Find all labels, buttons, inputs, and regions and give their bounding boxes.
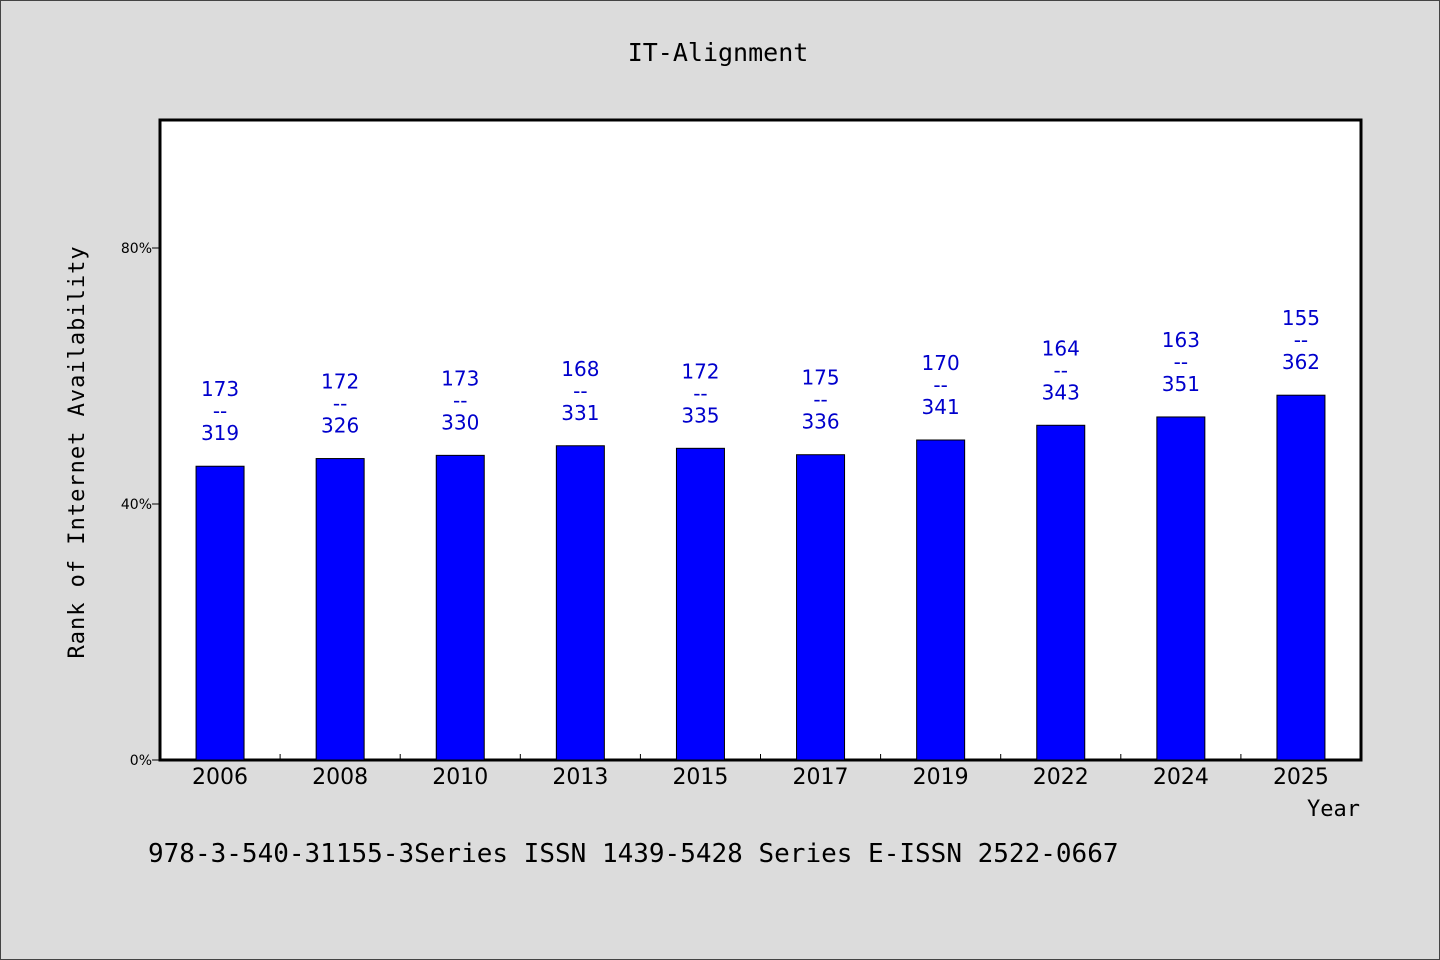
bar-2022 — [1036, 424, 1086, 761]
data-label-2024-1: -- — [1174, 350, 1188, 374]
x-tick-label-2010: 2010 — [432, 765, 488, 790]
data-label-2013-2: 331 — [561, 401, 599, 425]
data-label-2008-1: -- — [333, 392, 347, 416]
data-label-2006-2: 319 — [201, 421, 239, 445]
x-axis-label: Year — [1307, 797, 1360, 822]
data-label-2015-1: -- — [693, 381, 707, 405]
data-label-2025-0: 155 — [1282, 306, 1320, 330]
data-labels-group: 173--319172--326173--330168--331172--335… — [201, 306, 1320, 445]
x-tick-label-2013: 2013 — [552, 765, 608, 790]
x-tick-label-2006: 2006 — [192, 765, 248, 790]
bar-2008 — [315, 458, 365, 761]
x-tick-label-2024: 2024 — [1153, 765, 1209, 790]
data-label-2010-2: 330 — [441, 410, 479, 434]
y-tick-label-0%: 0% — [130, 753, 152, 769]
data-label-2015-2: 335 — [681, 403, 719, 427]
data-label-2017-2: 336 — [801, 410, 839, 434]
bar-2019 — [916, 439, 966, 761]
data-label-2025-2: 362 — [1282, 350, 1320, 374]
data-label-2008-0: 172 — [321, 370, 359, 394]
x-tick-label-2025: 2025 — [1273, 765, 1329, 790]
data-label-2010-1: -- — [453, 388, 467, 412]
data-label-2022-2: 343 — [1042, 380, 1080, 404]
x-tick-label-2015: 2015 — [672, 765, 728, 790]
data-label-2022-0: 164 — [1042, 336, 1080, 360]
data-label-2019-1: -- — [933, 373, 947, 397]
bar-2013 — [555, 445, 605, 761]
bar-2006 — [195, 465, 245, 761]
x-tick-label-2019: 2019 — [913, 765, 969, 790]
bar-2015 — [675, 447, 725, 761]
data-label-2013-1: -- — [573, 379, 587, 403]
x-tick-label-2022: 2022 — [1033, 765, 1089, 790]
x-tick-label-2008: 2008 — [312, 765, 368, 790]
bar-2025 — [1276, 394, 1326, 761]
data-label-2017-1: -- — [813, 388, 827, 412]
y-axis-label: Rank of Internet Availability — [65, 245, 90, 658]
x-tick-label-2017: 2017 — [793, 765, 849, 790]
y-tick-label-80%: 80% — [121, 241, 152, 257]
data-label-2024-0: 163 — [1162, 328, 1200, 352]
data-label-2024-2: 351 — [1162, 372, 1200, 396]
data-label-2006-0: 173 — [201, 377, 239, 401]
data-label-2022-1: -- — [1054, 358, 1068, 382]
bar-2017 — [796, 454, 846, 761]
data-label-2008-2: 326 — [321, 414, 359, 438]
bar-2010 — [435, 454, 485, 761]
data-label-2019-2: 341 — [922, 395, 960, 419]
footer-text: 978-3-540-31155-3Series ISSN 1439-5428 S… — [148, 839, 1119, 869]
data-label-2006-1: -- — [213, 399, 227, 423]
data-label-2015-0: 172 — [681, 359, 719, 383]
bar-2024 — [1156, 416, 1206, 761]
x-axis-ticks: 2006 2008 2010 2013 2015 2017 2019 2022 2024 2025 — [192, 754, 1329, 790]
bars-group — [195, 394, 1326, 761]
y-axis-ticks: 0% 40% 80% — [121, 241, 160, 769]
chart-title: IT-Alignment — [628, 38, 809, 67]
data-label-2010-0: 173 — [441, 366, 479, 390]
y-tick-label-40%: 40% — [121, 497, 152, 513]
data-label-2019-0: 170 — [922, 351, 960, 375]
data-label-2013-0: 168 — [561, 357, 599, 381]
data-label-2017-0: 175 — [801, 366, 839, 390]
data-label-2025-1: -- — [1294, 328, 1308, 352]
